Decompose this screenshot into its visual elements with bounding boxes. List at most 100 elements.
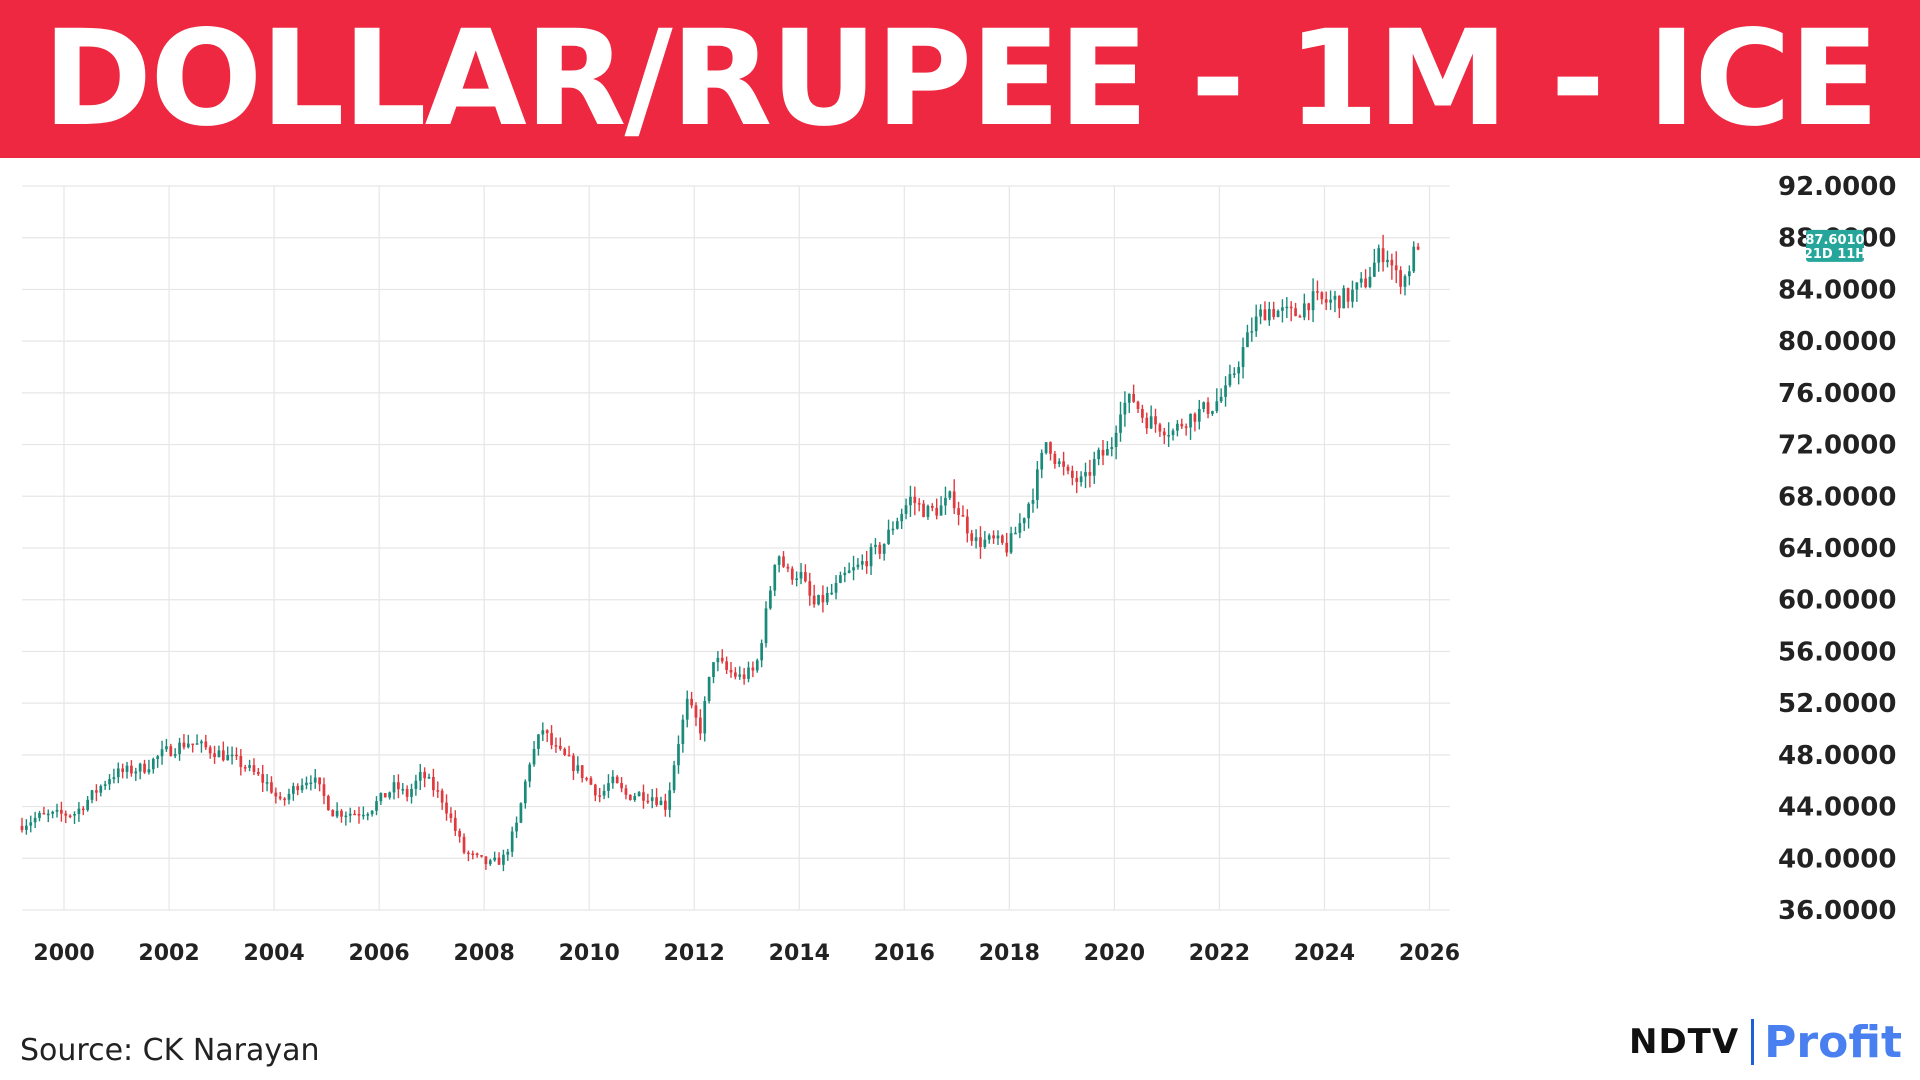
candle-body — [1092, 459, 1096, 476]
candle-body — [620, 783, 623, 789]
source-note: Source: CK Narayan — [20, 1033, 320, 1068]
candle-body — [703, 701, 707, 734]
candle-body — [1246, 332, 1249, 348]
x-tick-label: 2000 — [33, 941, 94, 966]
candle-body — [1018, 523, 1022, 533]
x-tick-label: 2008 — [454, 941, 515, 966]
candle-body — [484, 856, 488, 865]
candle-body — [887, 529, 890, 544]
candle-body — [178, 742, 181, 755]
candle-body — [55, 809, 59, 812]
candle-body — [659, 800, 663, 805]
candle-body — [160, 749, 164, 757]
candle-body — [1232, 373, 1236, 375]
candle-body — [935, 507, 939, 516]
candle-body — [1022, 518, 1026, 524]
candle-body — [1276, 310, 1280, 317]
candle-body — [965, 516, 969, 534]
y-tick-label: 48.0000 — [1778, 741, 1896, 771]
candle-body — [134, 771, 138, 774]
candle-body — [790, 568, 794, 580]
candle-body — [952, 491, 956, 509]
candle-body — [480, 855, 483, 857]
candle-body — [519, 803, 523, 823]
candle-body — [567, 754, 571, 757]
candle-body — [1281, 307, 1284, 311]
candle-body — [1049, 442, 1052, 454]
candle-body — [1075, 477, 1079, 483]
candle-body — [68, 815, 72, 818]
candle-body — [729, 669, 733, 673]
candle-body — [865, 561, 869, 567]
candle-body — [1202, 402, 1206, 409]
candle-body — [90, 790, 94, 800]
candle-body — [331, 810, 335, 817]
candle-body — [847, 570, 851, 573]
candle-body — [1386, 259, 1389, 263]
y-tick-label: 60.0000 — [1778, 586, 1896, 616]
candle-body — [1189, 413, 1192, 428]
candle-body — [1219, 396, 1223, 402]
candle-body — [637, 792, 641, 797]
candle-body — [891, 528, 895, 531]
candle-body — [1390, 259, 1394, 266]
y-tick-label: 72.0000 — [1778, 431, 1896, 461]
candle-body — [1346, 288, 1350, 302]
candle-body — [1289, 306, 1293, 309]
candle-body — [734, 672, 737, 677]
candle-body — [1066, 466, 1070, 471]
candle-body — [1036, 469, 1039, 500]
candle-body — [1368, 276, 1372, 288]
candle-body — [1355, 282, 1359, 290]
candle-body — [1302, 303, 1306, 318]
candle-body — [558, 745, 562, 749]
candle-body — [830, 592, 834, 595]
candle-body — [138, 763, 142, 772]
y-tick-label: 64.0000 — [1778, 534, 1896, 564]
candle-body — [598, 795, 602, 797]
x-tick-label: 2022 — [1189, 941, 1250, 966]
x-tick-label: 2006 — [349, 941, 410, 966]
y-tick-label: 80.0000 — [1778, 327, 1896, 357]
candle-body — [1294, 308, 1297, 316]
candle-body — [453, 817, 457, 831]
candle-body — [694, 705, 698, 718]
candle-body — [506, 851, 510, 855]
candle-body — [1162, 431, 1166, 436]
candle-body — [939, 505, 943, 516]
candle-body — [1079, 476, 1083, 483]
candle-body — [996, 535, 1000, 539]
candle-body — [42, 813, 46, 815]
candle-body — [1193, 413, 1197, 422]
candle-body — [585, 778, 588, 780]
candle-body — [1237, 367, 1241, 374]
candle-body — [1381, 248, 1385, 263]
candle-body — [1149, 416, 1153, 429]
candle-body — [1342, 288, 1346, 309]
candle-body — [572, 755, 575, 771]
candle-body — [51, 811, 54, 814]
axes: 36.0000 40.0000 44.0000 48.0000 52.0000 56.00… — [33, 172, 1896, 966]
candle-body — [1311, 291, 1315, 311]
candle-body — [375, 801, 378, 811]
candle-body — [646, 800, 650, 803]
candle-body — [987, 535, 991, 540]
candle-body — [108, 779, 111, 785]
candle-body — [261, 774, 265, 783]
candle-body — [305, 782, 308, 786]
candle-body — [1171, 430, 1175, 435]
candle-body — [33, 817, 37, 823]
candle-body — [1123, 402, 1127, 415]
candle-body — [1136, 401, 1140, 409]
candle-body — [1119, 414, 1122, 433]
candle-body — [992, 535, 995, 539]
candle-body — [1364, 278, 1367, 288]
grid-lines — [22, 185, 1450, 911]
candle-body — [839, 575, 842, 583]
candle-body — [300, 785, 304, 791]
candle-body — [235, 754, 238, 757]
y-tick-label: 52.0000 — [1778, 689, 1896, 719]
candle-body — [436, 790, 440, 792]
candle-body — [156, 756, 160, 759]
